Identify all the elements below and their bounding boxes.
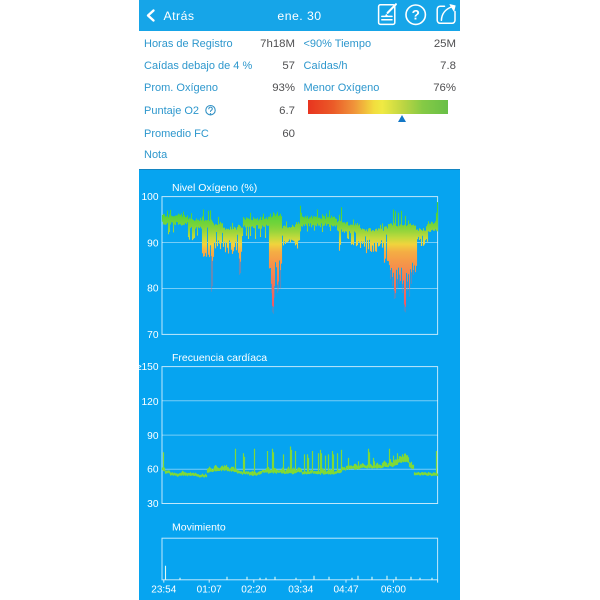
svg-text:01:07: 01:07: [197, 585, 222, 596]
svg-text:Frecuencia cardíaca: Frecuencia cardíaca: [172, 352, 267, 364]
svg-text:90: 90: [147, 239, 159, 250]
svg-text:04:47: 04:47: [333, 585, 358, 596]
svg-text:06:00: 06:00: [381, 585, 406, 596]
svg-text:03:34: 03:34: [288, 585, 313, 596]
svg-text:90: 90: [147, 431, 159, 442]
svg-text:?: ?: [412, 8, 420, 23]
svg-text:120: 120: [142, 397, 159, 408]
svg-text:02:20: 02:20: [241, 585, 266, 596]
svg-text:70: 70: [147, 330, 159, 341]
svg-text:≥150: ≥150: [136, 362, 159, 373]
svg-text:80: 80: [147, 283, 159, 294]
svg-text:60: 60: [147, 465, 159, 476]
svg-text:Nivel Oxígeno (%): Nivel Oxígeno (%): [172, 182, 257, 194]
svg-text:30: 30: [147, 499, 159, 510]
svg-text:Movimiento: Movimiento: [172, 522, 226, 534]
svg-text:100: 100: [142, 192, 159, 203]
svg-text:23:54: 23:54: [151, 585, 176, 596]
